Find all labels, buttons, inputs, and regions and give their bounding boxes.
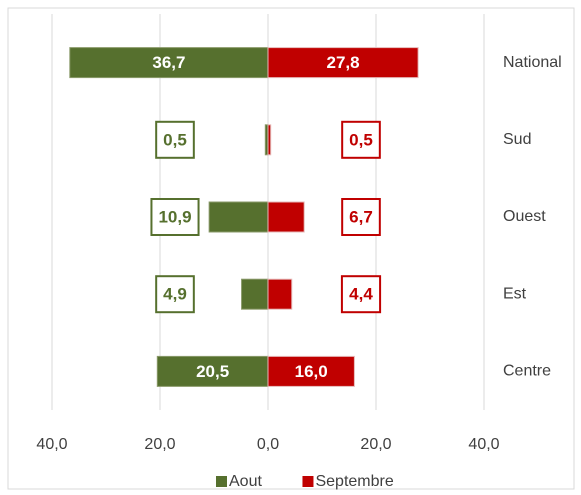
data-label: 27,8 — [327, 53, 360, 72]
x-tick-label: 0,0 — [257, 436, 279, 453]
chart-border — [7, 7, 575, 490]
x-tick-label: 40,0 — [468, 436, 499, 453]
bar — [267, 47, 419, 79]
bar — [267, 201, 305, 233]
y-tick-label: Sud — [503, 131, 531, 148]
data-label: 4,4 — [349, 285, 373, 304]
x-tick-label: 40,0 — [36, 436, 67, 453]
y-tick-label: Ouest — [503, 208, 546, 225]
y-tick-label: National — [503, 54, 562, 71]
data-label-box — [155, 275, 195, 314]
data-label-box — [155, 120, 195, 159]
data-label-box — [341, 198, 381, 236]
data-label-box — [340, 275, 382, 314]
bar — [267, 278, 293, 310]
data-label: 20,5 — [196, 362, 229, 381]
bar — [267, 124, 272, 156]
legend-label: Septembre — [315, 473, 393, 490]
data-label: 4,9 — [163, 285, 187, 304]
data-label: 6,7 — [349, 207, 373, 226]
y-tick-label: Est — [503, 285, 527, 302]
data-label: 36,7 — [152, 53, 185, 72]
legend-swatch — [216, 476, 227, 487]
y-tick-label: Centre — [503, 363, 551, 380]
x-tick-label: 20,0 — [360, 436, 391, 453]
data-label: 0,5 — [349, 130, 373, 149]
bar — [241, 278, 269, 310]
data-label: 16,0 — [295, 362, 328, 381]
x-tick-label: 20,0 — [144, 436, 175, 453]
data-label-box — [341, 120, 381, 159]
legend-label: Aout — [229, 473, 262, 490]
data-label-box — [150, 198, 200, 236]
bar — [267, 355, 355, 387]
data-label: 0,5 — [163, 130, 187, 149]
bar — [69, 47, 269, 79]
legend-swatch — [302, 476, 314, 487]
data-label: 10,9 — [158, 207, 191, 226]
bar — [208, 201, 269, 233]
